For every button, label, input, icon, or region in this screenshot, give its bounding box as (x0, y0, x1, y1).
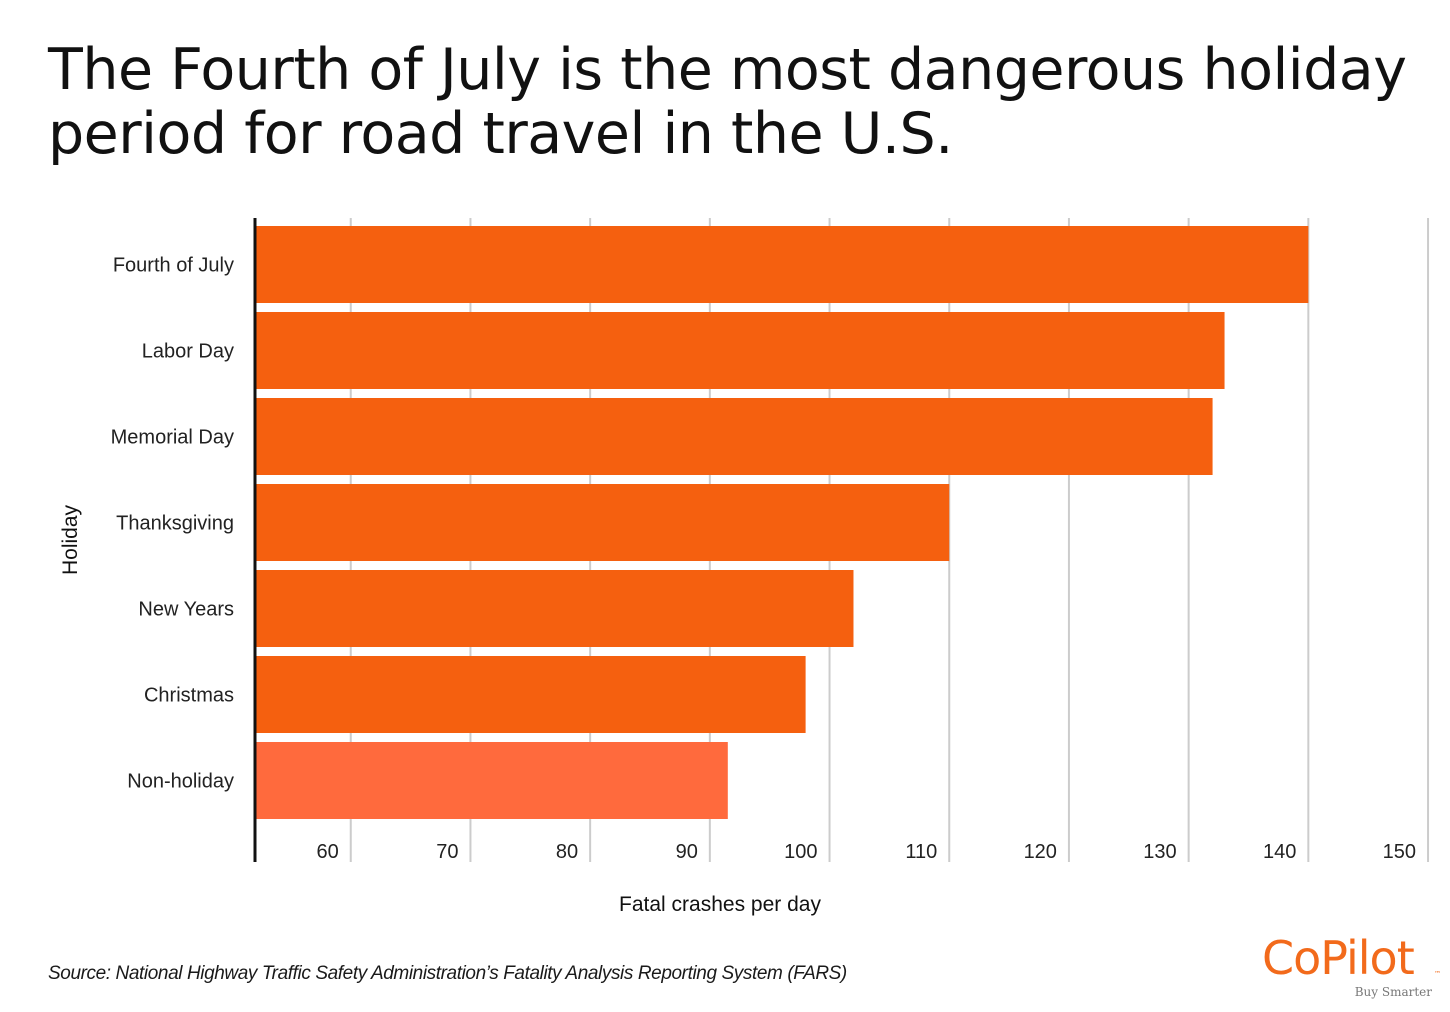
x-tick-label: 150 (1383, 841, 1416, 863)
category-label: New Years (138, 599, 234, 621)
bar-fourth-of-july (255, 226, 1309, 303)
category-label: Memorial Day (111, 427, 234, 449)
x-axis-title: Fatal crashes per day (619, 893, 821, 916)
category-label: Labor Day (142, 341, 234, 363)
x-tick-label: 120 (1024, 841, 1057, 863)
bar-christmas (255, 656, 806, 733)
bar-new-years (255, 570, 854, 647)
bar-non-holiday (255, 742, 728, 819)
x-tick-label: 100 (784, 841, 817, 863)
y-axis-title: Holiday (59, 504, 82, 575)
labels: 60 70 80 90 100 110 120 130 140 150 Fourth of July… (59, 255, 1416, 917)
x-tick-label: 80 (556, 841, 578, 863)
source-note: Source: National Highway Traffic Safety … (48, 963, 847, 984)
logo-wordmark: CoPilot (1262, 931, 1415, 985)
bar-memorial-day (255, 398, 1213, 475)
logo-trademark: ™ (1434, 970, 1441, 978)
x-tick-label: 90 (676, 841, 698, 863)
x-tick-label: 60 (317, 841, 339, 863)
category-label: Thanksgiving (116, 513, 234, 535)
x-tick-label: 110 (905, 841, 937, 863)
bars (255, 226, 1309, 819)
bar-labor-day (255, 312, 1225, 389)
category-label: Christmas (144, 685, 234, 707)
chart-title: The Fourth of July is the most dangerous… (48, 37, 1407, 167)
x-tick-label: 70 (436, 841, 458, 863)
x-tick-label: 130 (1143, 841, 1176, 863)
category-label: Non-holiday (127, 771, 234, 793)
category-label: Fourth of July (113, 255, 234, 277)
logo-tagline: Buy Smarter (1354, 985, 1432, 999)
bar-thanksgiving (255, 484, 950, 561)
x-tick-label: 140 (1263, 841, 1296, 863)
copilot-logo: CoPilot ™ Buy Smarter (1262, 930, 1444, 1002)
